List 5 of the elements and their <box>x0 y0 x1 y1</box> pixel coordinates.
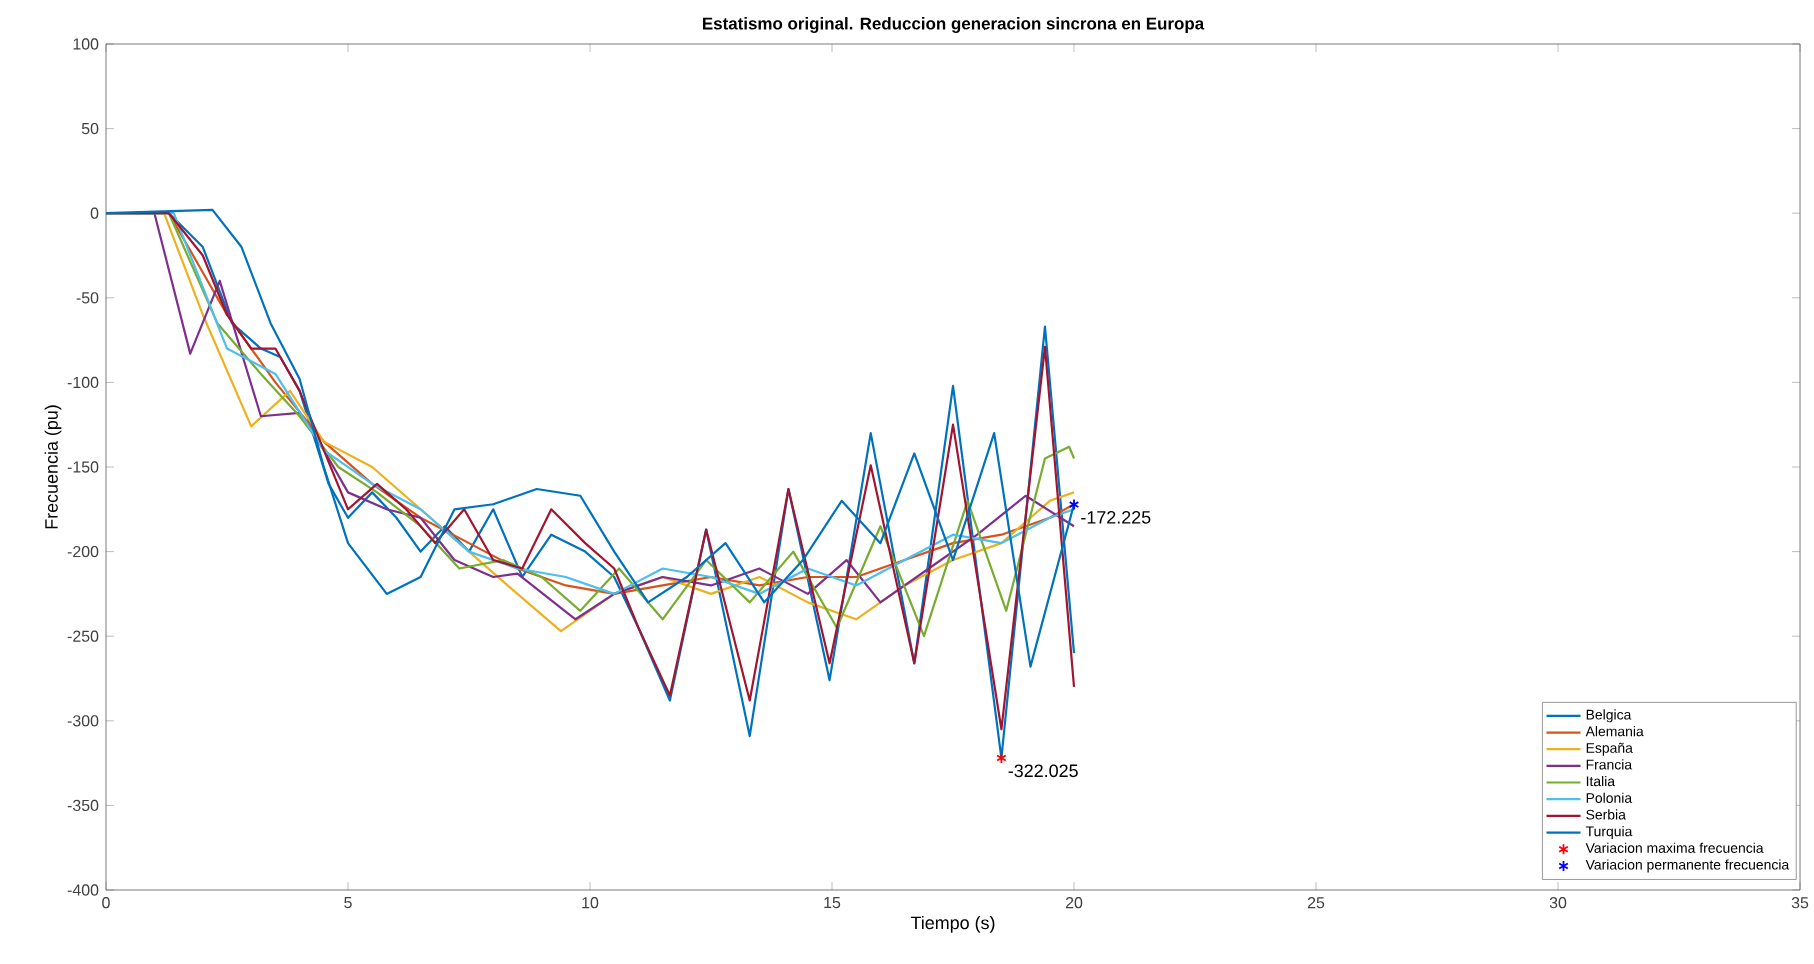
chart-title: Estatismo original. Reduccion generacion sincrona en Europa <box>703 17 1205 33</box>
data-label: -322.025 <box>1008 764 1078 778</box>
y-axis-title: Frecuencia (pu) <box>44 405 62 529</box>
data-label: -172.225 <box>1081 510 1151 524</box>
x-axis-title: Tiempo (s) <box>910 916 995 933</box>
